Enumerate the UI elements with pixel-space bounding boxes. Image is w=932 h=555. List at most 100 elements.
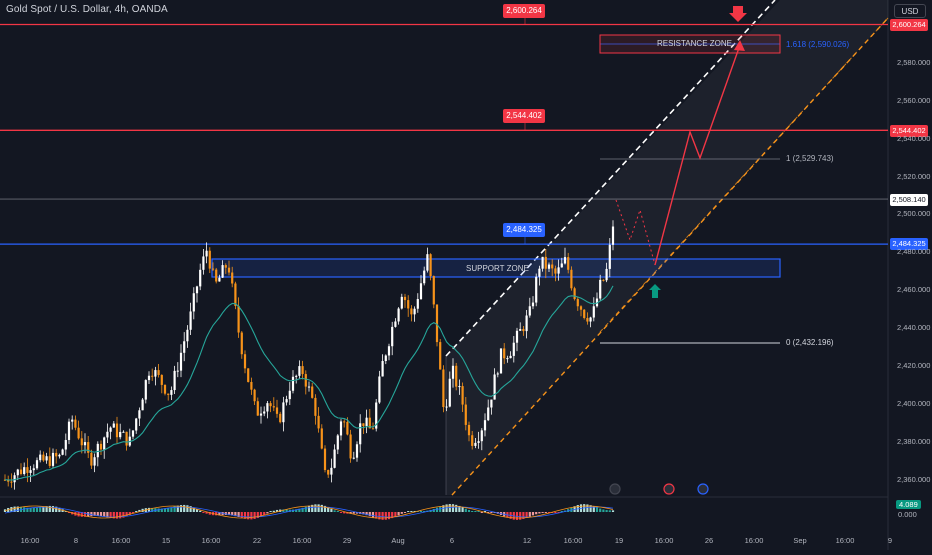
histogram-bar bbox=[131, 512, 135, 514]
candle-body bbox=[311, 386, 314, 398]
candle-body bbox=[58, 454, 61, 457]
fib-label-0: 0 (2,432.196) bbox=[786, 338, 834, 347]
candle-body bbox=[199, 269, 202, 287]
histogram-bar bbox=[605, 510, 608, 512]
candle-body bbox=[74, 419, 77, 428]
histogram-bar bbox=[557, 512, 560, 513]
histogram-bar bbox=[349, 512, 352, 514]
candle-body bbox=[176, 370, 179, 372]
candle-body bbox=[560, 263, 563, 268]
candle-body bbox=[599, 279, 602, 299]
candle-body bbox=[64, 439, 67, 450]
candle-body bbox=[83, 442, 87, 446]
histogram-bar bbox=[419, 511, 423, 512]
candle-body bbox=[490, 399, 493, 408]
up-arrow-icon bbox=[649, 284, 661, 298]
candle-body bbox=[317, 415, 320, 429]
candle-body bbox=[157, 370, 160, 375]
y-tick-label: 2,500.000 bbox=[897, 209, 931, 219]
candle-body bbox=[19, 469, 23, 475]
candle-body bbox=[269, 403, 272, 407]
candle-body bbox=[461, 386, 464, 405]
histogram-bar bbox=[189, 506, 192, 512]
histogram-bar bbox=[458, 505, 461, 512]
candle-body bbox=[519, 329, 522, 331]
candle-body bbox=[602, 279, 605, 281]
histogram-bar bbox=[602, 509, 605, 512]
histogram-bar bbox=[58, 507, 61, 512]
histogram-bar bbox=[535, 512, 538, 515]
histogram-bar bbox=[215, 512, 218, 516]
histogram-bar bbox=[365, 512, 368, 516]
histogram-bar bbox=[125, 512, 128, 517]
candle-body bbox=[144, 380, 147, 400]
candle-body bbox=[378, 376, 381, 403]
histogram-bar bbox=[435, 507, 439, 512]
channel-mid-line bbox=[599, 17, 889, 333]
currency-button[interactable]: USD bbox=[894, 4, 926, 18]
line-label-blue: 2,484.325 bbox=[503, 223, 545, 237]
histogram-bar bbox=[218, 512, 221, 516]
candle-body bbox=[586, 318, 589, 322]
event-flag-icon bbox=[663, 483, 675, 495]
x-tick-label: 16:00 bbox=[20, 536, 40, 545]
candle-body bbox=[237, 305, 240, 333]
y-tick-label: 2,560.000 bbox=[897, 95, 931, 105]
candle-body bbox=[160, 374, 163, 385]
candle-body bbox=[183, 341, 186, 353]
histogram-bar bbox=[112, 512, 115, 519]
histogram-bar bbox=[259, 512, 263, 517]
candle-body bbox=[410, 308, 413, 315]
histogram-bar bbox=[455, 504, 458, 512]
candle-body bbox=[467, 424, 471, 436]
candle-body bbox=[125, 431, 128, 446]
histogram-bar bbox=[183, 504, 186, 512]
histogram-bar bbox=[589, 505, 592, 512]
histogram-bar bbox=[192, 507, 195, 512]
candle-body bbox=[407, 300, 410, 309]
candle-body bbox=[375, 402, 378, 429]
histogram-bar bbox=[128, 512, 131, 515]
histogram-bar bbox=[138, 509, 141, 512]
candle-body bbox=[218, 277, 221, 282]
x-tick-label: 16:00 bbox=[201, 536, 221, 545]
candle-body bbox=[224, 265, 227, 268]
histogram-bar bbox=[13, 506, 16, 512]
histogram-bar bbox=[23, 507, 26, 512]
histogram-bar bbox=[42, 506, 45, 512]
histogram-bar bbox=[467, 509, 471, 512]
histogram-bar bbox=[240, 512, 243, 518]
candle-body bbox=[551, 264, 554, 269]
candle-body bbox=[419, 283, 423, 300]
histogram-bar bbox=[525, 512, 528, 518]
histogram-bar bbox=[16, 506, 19, 512]
y-tick-label: 2,480.000 bbox=[897, 247, 931, 257]
candle-body bbox=[583, 309, 586, 319]
candle-body bbox=[471, 435, 474, 446]
histogram-bar bbox=[266, 512, 269, 514]
histogram-bar bbox=[282, 509, 285, 512]
candle-body bbox=[256, 401, 259, 416]
histogram-bar bbox=[253, 512, 256, 519]
candle-body bbox=[448, 378, 451, 407]
fib-label-1618: 1.618 (2,590.026) bbox=[786, 40, 850, 49]
histogram-bar bbox=[413, 511, 416, 512]
candle-body bbox=[413, 308, 416, 315]
candle-body bbox=[320, 428, 323, 449]
histogram-bar bbox=[423, 511, 426, 512]
histogram-bar bbox=[51, 506, 55, 512]
candle-body bbox=[167, 393, 170, 395]
candle-body bbox=[535, 276, 538, 303]
candle-body bbox=[563, 257, 567, 264]
histogram-bar bbox=[595, 507, 599, 512]
histogram-bar bbox=[314, 504, 317, 512]
candle-body bbox=[531, 302, 535, 307]
candle-body bbox=[355, 444, 359, 458]
candle-body bbox=[384, 355, 387, 362]
candle-body bbox=[426, 254, 429, 271]
histogram-bar bbox=[99, 512, 103, 517]
histogram-bar bbox=[237, 512, 240, 518]
candle-body bbox=[10, 481, 13, 483]
histogram-bar bbox=[592, 506, 595, 512]
